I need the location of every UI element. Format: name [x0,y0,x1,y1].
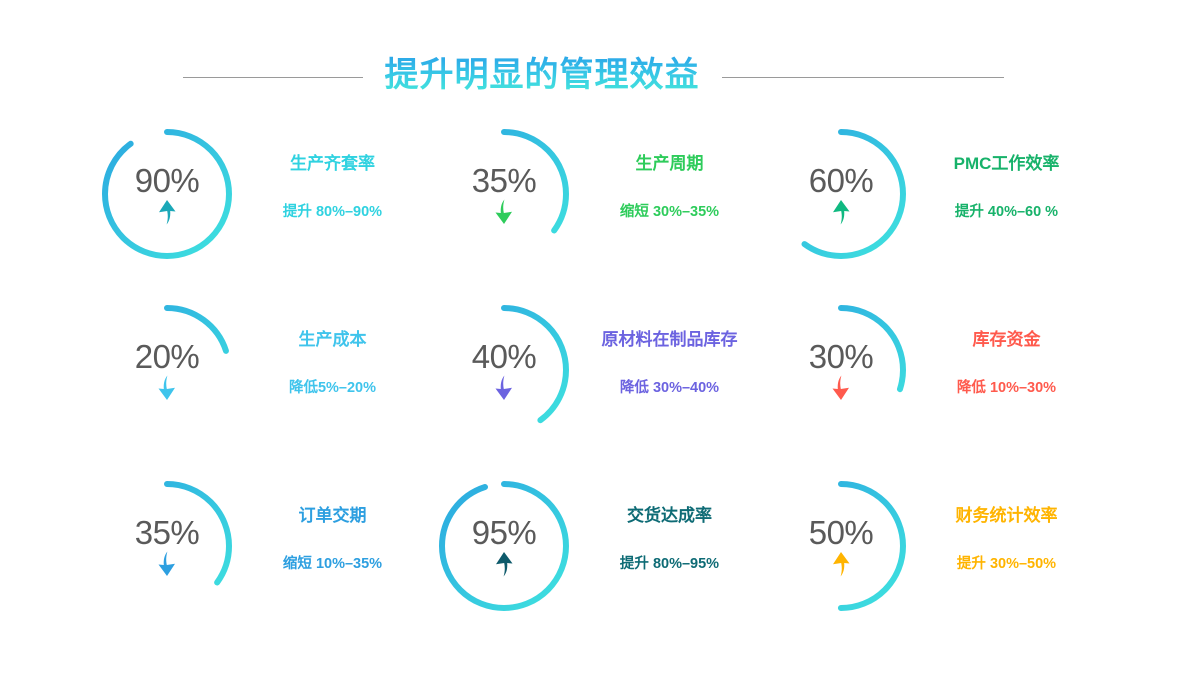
metric-text: 订单交期缩短 10%–35% [242,468,429,573]
metric-delta: 提升 40%–60 % [954,204,1059,221]
metric-label: 库存资金 [972,330,1041,349]
metric-card: 30% 库存资金降低 10%–30% [766,292,1103,468]
metric-text: PMC工作效率 提升 40%–60 % [916,116,1103,221]
title-rule-right [721,76,1004,78]
arrow-down-icon [832,375,849,400]
metric-card: 35% 生产周期缩短 30%–35% [429,116,766,292]
ring-center: 40% [429,295,579,445]
ring-value: 50% [808,513,874,551]
ring-value: 95% [471,513,537,551]
metric-label: 原材料在制品库存 [601,330,738,349]
ring-center: 90% [92,119,242,269]
progress-ring: 35% [92,471,242,621]
arrow-up-icon [496,551,513,576]
metric-text: 生产成本降低5%–20% [242,292,429,397]
metric-grid: 90% 生产齐套率提升 80%–90% 35% 生产周期缩短 30%–35% 60% PM… [92,116,1102,644]
ring-value: 20% [134,337,200,375]
ring-value: 40% [471,337,537,375]
metric-label: 财务统计效率 [955,506,1058,525]
arrow-up-icon [159,199,176,224]
metric-delta: 降低5%–20% [288,380,377,397]
metric-text: 生产齐套率提升 80%–90% [242,116,429,221]
ring-center: 30% [766,295,916,445]
progress-ring: 90% [92,119,242,269]
arrow-up-icon [833,551,850,576]
ring-center: 50% [766,471,916,621]
metric-text: 库存资金降低 10%–30% [916,292,1103,397]
metric-card: 60% PMC工作效率 提升 40%–60 % [766,116,1103,292]
metric-card: 40% 原材料在制品库存 降低 30%–40% [429,292,766,468]
metric-card: 20% 生产成本降低5%–20% [92,292,429,468]
page-title: 提升明显的管理效益 [384,56,700,95]
metric-delta: 提升 30%–50% [956,556,1057,573]
metric-delta: 缩短 30%–35% [619,204,720,221]
metric-label: 交货达成率 [627,506,712,525]
metric-delta: 提升 80%–90% [282,204,383,221]
arrow-down-icon [495,199,512,224]
ring-center: 95% [429,471,579,621]
ring-value: 60% [808,161,874,199]
progress-ring: 30% [766,295,916,445]
ring-arc [776,305,906,435]
metric-text: 生产周期缩短 30%–35% [579,116,766,221]
ring-arc [439,305,569,435]
metric-card: 35% 订单交期缩短 10%–35% [92,468,429,644]
progress-ring: 95% [429,471,579,621]
metric-delta: 提升 80%–95% [619,556,720,573]
metric-text: 原材料在制品库存 降低 30%–40% [579,292,766,397]
metric-text: 财务统计效率 提升 30%–50% [916,468,1103,573]
ring-center: 35% [92,471,242,621]
arrow-down-icon [158,551,175,576]
ring-value: 35% [134,513,200,551]
ring-center: 20% [92,295,242,445]
metric-label: 生产齐套率 [290,154,375,173]
progress-ring: 40% [429,295,579,445]
progress-ring: 20% [92,295,242,445]
title-rule-left [182,76,363,78]
metric-label: PMC工作效率 [953,154,1060,173]
ring-arc [102,305,232,435]
metric-card: 90% 生产齐套率提升 80%–90% [92,116,429,292]
arrow-down-icon [495,375,512,400]
ring-arc [439,481,569,611]
metric-label: 生产周期 [635,154,704,173]
progress-ring: 50% [766,471,916,621]
metric-delta: 降低 10%–30% [956,380,1057,397]
ring-value: 30% [808,337,874,375]
ring-arc [439,129,569,259]
metric-delta: 缩短 10%–35% [282,556,383,573]
metric-label: 生产成本 [298,330,367,349]
metric-card: 50% 财务统计效率 提升 30%–50% [766,468,1103,644]
arrow-up-icon [833,199,850,224]
metric-card: 95% 交货达成率提升 80%–95% [429,468,766,644]
ring-center: 60% [766,119,916,269]
page-header: 提升明显的管理效益 [0,48,1186,104]
progress-ring: 60% [766,119,916,269]
metric-delta: 降低 30%–40% [619,380,720,397]
ring-arc [102,481,232,611]
ring-value: 35% [471,161,537,199]
arrow-down-icon [158,375,175,400]
progress-ring: 35% [429,119,579,269]
ring-value: 90% [134,161,200,199]
ring-arc [102,129,232,259]
metric-text: 交货达成率提升 80%–95% [579,468,766,573]
ring-center: 35% [429,119,579,269]
ring-arc [776,481,906,611]
metric-label: 订单交期 [298,506,367,525]
ring-arc [776,129,906,259]
